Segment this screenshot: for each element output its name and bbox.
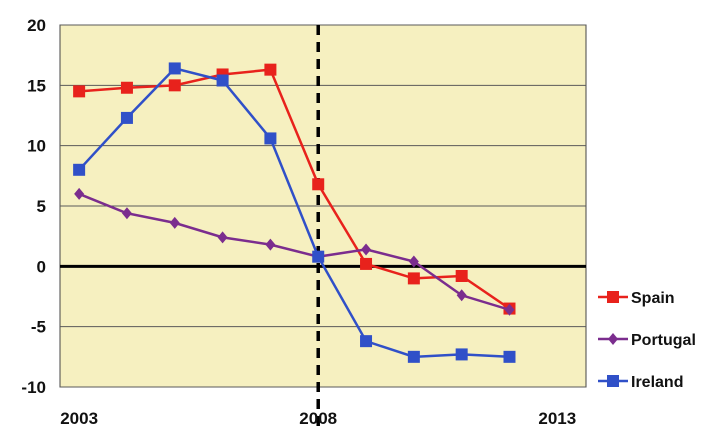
point-spain: [455, 269, 468, 282]
point-spain: [73, 85, 86, 98]
series-line-portugal: [78, 192, 510, 311]
legend-marker: [607, 375, 619, 387]
y-tick-label: -5: [31, 318, 46, 337]
point-portugal: [408, 255, 419, 268]
y-tick-label: 5: [37, 197, 46, 216]
point-spain: [407, 272, 420, 285]
y-tick-label: -10: [21, 378, 46, 397]
legend-label: Ireland: [631, 374, 683, 391]
point-portugal: [121, 207, 132, 220]
legend-item-spain: Spain: [598, 290, 675, 307]
point-portugal: [217, 231, 228, 244]
x-axis-ticks: 2003 2008 2013: [60, 409, 576, 428]
point-spain: [264, 63, 277, 76]
y-tick-label: 15: [27, 76, 46, 95]
point-ireland: [73, 163, 86, 176]
legend: Spain Portugal Ireland: [598, 290, 696, 391]
point-spain: [360, 257, 373, 270]
point-portugal: [504, 303, 515, 316]
series-group: [73, 62, 516, 363]
grid-lines: [60, 24, 586, 388]
y-tick-label: 20: [27, 16, 46, 35]
point-ireland: [360, 335, 373, 348]
point-portugal: [456, 289, 467, 302]
point-ireland: [216, 74, 229, 87]
series-ireland: [73, 62, 516, 363]
point-ireland: [120, 111, 133, 124]
legend-item-ireland: Ireland: [598, 374, 683, 391]
y-tick-label: 0: [37, 257, 46, 276]
legend-label: Portugal: [631, 332, 696, 349]
point-spain: [168, 79, 181, 92]
x-tick-label: 2013: [538, 409, 576, 428]
point-portugal: [74, 187, 85, 200]
point-ireland: [264, 132, 277, 145]
legend-marker: [607, 291, 619, 303]
point-portugal: [361, 243, 372, 256]
legend-label: Spain: [631, 290, 675, 307]
point-ireland: [503, 350, 516, 363]
legend-marker: [608, 333, 618, 345]
x-tick-label: 2003: [60, 409, 98, 428]
legend-item-portugal: Portugal: [598, 332, 696, 349]
point-portugal: [265, 238, 276, 251]
point-ireland: [312, 250, 325, 263]
point-spain: [312, 178, 325, 191]
series-line-ireland: [78, 67, 510, 359]
point-spain: [120, 81, 133, 94]
y-tick-label: 10: [27, 137, 46, 156]
point-ireland: [407, 350, 420, 363]
y-axis-ticks: 20 15 10 5 0 -5 -10: [21, 16, 46, 397]
point-ireland: [455, 348, 468, 361]
x-tick-label: 2008: [299, 409, 337, 428]
point-portugal: [169, 216, 180, 229]
point-ireland: [168, 62, 181, 75]
